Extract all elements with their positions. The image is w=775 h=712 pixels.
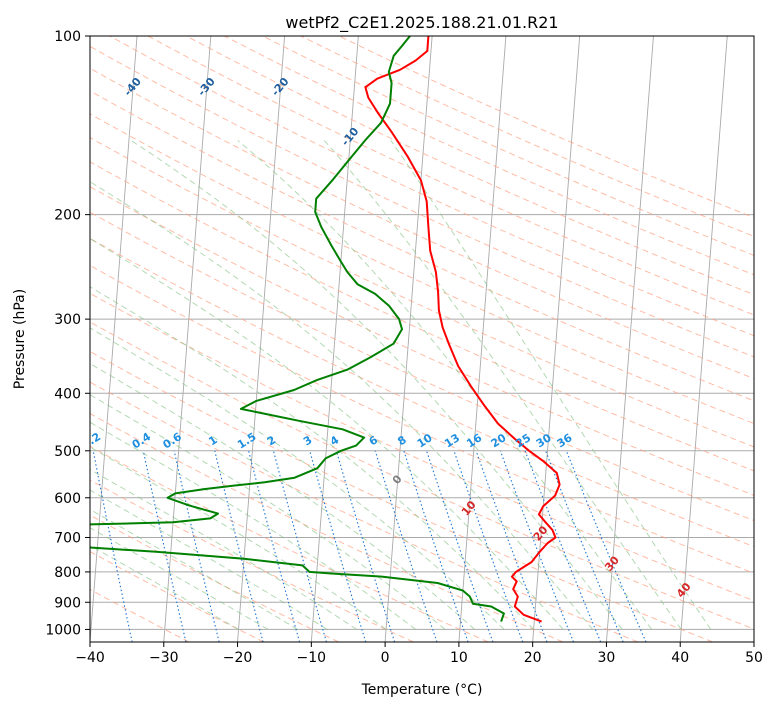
- dry-adiabat: [90, 550, 265, 642]
- isotherm-line: [384, 36, 433, 642]
- mixing-ratio-line: [403, 450, 469, 642]
- dry-adiabat: [90, 588, 190, 642]
- dry-adiabat: [147, 36, 754, 316]
- mixing-ratio-line: [499, 450, 575, 642]
- dry-adiabat: [90, 237, 754, 548]
- mixing-ratio-line: [426, 450, 494, 642]
- isotherm-line: [679, 36, 728, 642]
- y-tick-label: 1000: [45, 622, 81, 638]
- moist-adiabat: [90, 286, 534, 630]
- x-tick-label: 30: [598, 650, 616, 666]
- y-tick-label: 100: [54, 29, 81, 45]
- dry-adiabat: [90, 321, 754, 630]
- dry-adiabat: [90, 413, 564, 642]
- dewpoint-line: [90, 36, 505, 622]
- dry-adiabat: [185, 36, 754, 296]
- x-tick-label: 40: [671, 650, 689, 666]
- mixing-ratio-line: [475, 450, 548, 642]
- dry-adiabat: [90, 136, 754, 448]
- y-axis-label: Pressure (hPa): [12, 289, 28, 389]
- isotherm-line: [458, 36, 507, 642]
- mixing-ratio-line: [565, 450, 647, 642]
- mixing-ratio-line: [92, 450, 133, 642]
- axis-layer: −40 −30 −20 −10 0 10 20 30 40 50 100 200 300 400 500 60…: [45, 29, 763, 666]
- isotherm-line: [605, 36, 654, 642]
- x-tick-label: −20: [223, 650, 253, 666]
- isotherm-line: [532, 36, 581, 642]
- moist-adiabat: [90, 362, 475, 630]
- mixing-ratio-line: [309, 450, 367, 642]
- mixing-ratio-line: [453, 450, 524, 642]
- y-tick-label: 900: [54, 595, 81, 611]
- dry-adiabat: [90, 211, 754, 522]
- y-tick-label: 600: [54, 491, 81, 507]
- mixing-ratio-line: [374, 450, 438, 642]
- dry-adiabat: [90, 45, 754, 358]
- mixing-ratio-line: [142, 450, 187, 642]
- moist-adiabat: [90, 489, 328, 630]
- moist-adiabat: [90, 468, 357, 630]
- moist-adiabat: [90, 238, 564, 630]
- moist-adiabat: [237, 140, 653, 630]
- moist-adiabat: [90, 394, 446, 630]
- chart-title: wetPf2_C2E1.2025.188.21.01.R21: [285, 13, 558, 33]
- x-tick-label: −40: [75, 650, 105, 666]
- mixing-ratio-line: [248, 450, 301, 642]
- dry-adiabat: [90, 186, 754, 496]
- y-tick-label: 700: [54, 531, 81, 547]
- x-tick-label: −30: [149, 650, 179, 666]
- y-tick-label: 400: [54, 386, 81, 402]
- moist-adiabat: [390, 140, 712, 630]
- x-tick-label: −10: [297, 650, 327, 666]
- mixing-ratio-line: [173, 450, 220, 642]
- mixing-ratio-line: [214, 450, 264, 642]
- mixing-ratio-line: [545, 450, 624, 642]
- isotherm-line: [163, 36, 212, 642]
- x-tick-label: 50: [745, 650, 763, 666]
- dry-adiabat: [90, 264, 754, 574]
- x-tick-label: 0: [381, 650, 390, 666]
- mixing-ratio-line: [272, 450, 327, 642]
- y-tick-label: 300: [54, 312, 81, 328]
- curve-layer: [90, 36, 561, 623]
- moist-adiabat: [90, 181, 594, 630]
- dry-adiabat: [90, 350, 713, 642]
- dry-adiabat: [90, 445, 489, 642]
- isotherm-line: [90, 36, 138, 642]
- dry-adiabat: [90, 113, 754, 425]
- mixing-ratio-line: [335, 450, 396, 642]
- plot-frame: [89, 35, 755, 643]
- mixing-ratio-line: [524, 450, 602, 642]
- x-tick-label: 10: [450, 650, 468, 666]
- moist-adiabat: [323, 140, 682, 630]
- grid-layer: [90, 36, 754, 642]
- x-axis-label: Temperature (°C): [361, 682, 483, 698]
- isotherm-line: [237, 36, 286, 642]
- y-tick-label: 800: [54, 565, 81, 581]
- moist-adiabat: [130, 140, 623, 630]
- dry-adiabat: [90, 67, 754, 380]
- y-tick-label: 200: [54, 208, 81, 224]
- y-tick-label: 500: [54, 444, 81, 460]
- dry-adiabat: [90, 292, 754, 602]
- x-tick-label: 20: [524, 650, 542, 666]
